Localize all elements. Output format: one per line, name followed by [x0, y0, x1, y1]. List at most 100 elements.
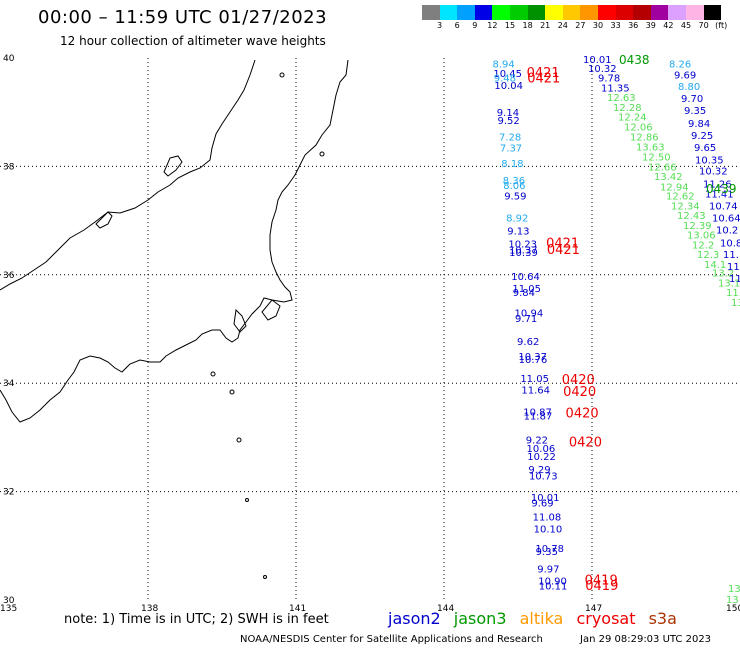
axis-tick-labels: 135 138 141 144 147 150 40 38 36 34 32 30 — [0, 54, 740, 614]
wave-height-label: 12.50 — [642, 153, 671, 164]
colorbar-swatch — [703, 5, 722, 20]
wave-height-label: 12.94 — [660, 182, 689, 193]
wave-height-label: 13 — [726, 595, 739, 606]
wave-height-label: 10.78 — [535, 544, 564, 555]
wave-height-colorbar — [422, 5, 722, 20]
wave-height-label: 9.62 — [517, 337, 539, 348]
wave-height-label: 10.74 — [709, 201, 738, 212]
wave-height-label: 11.87 — [524, 412, 553, 423]
legend-s3a: s3a — [648, 609, 677, 628]
wave-height-label: 10.06 — [527, 444, 556, 455]
colorbar-label: 27 — [575, 21, 586, 30]
small-island — [236, 437, 242, 443]
colorbar-label: 3 — [437, 21, 443, 30]
wave-height-label: 9.65 — [694, 143, 716, 154]
colorbar-swatch — [422, 5, 440, 20]
colorbar-label: 18 — [522, 21, 533, 30]
wave-height-label: 11. — [727, 262, 740, 273]
pass-time-label: 0421 — [527, 72, 560, 87]
wave-height-label: 9.70 — [681, 94, 703, 105]
wave-height-label: 10.73 — [529, 471, 558, 482]
legend-jason2: jason2 — [388, 609, 441, 628]
colorbar-swatch — [474, 5, 493, 20]
wave-height-label: 9.84 — [513, 288, 535, 299]
wave-height-label: 8.18 — [501, 159, 523, 170]
colorbar-label: 24 — [557, 21, 568, 30]
wave-height-label: 13. — [731, 298, 740, 309]
pass-time-label: 0419 — [585, 579, 618, 594]
wave-height-label: 10.45 — [493, 69, 522, 80]
wave-height-label: 10.04 — [494, 81, 523, 92]
lat-tick-label: 38 — [3, 162, 15, 172]
wave-height-label: 13.63 — [636, 142, 665, 153]
legend-jason3: jason3 — [453, 609, 507, 628]
wave-height-label: 12.2 — [692, 240, 714, 251]
small-island — [263, 575, 267, 579]
wave-height-label: 9.35 — [536, 547, 558, 558]
wave-height-label: 12.34 — [671, 201, 700, 212]
colorbar-label: 6 — [454, 21, 460, 30]
wave-height-label: 12.06 — [624, 122, 653, 133]
wave-height-label: 9.14 — [497, 108, 519, 119]
colorbar-swatch — [580, 5, 598, 20]
wave-height-label: 10.39 — [509, 248, 538, 259]
lon-tick-label: 150 — [726, 604, 740, 614]
colorbar-swatch — [633, 5, 651, 20]
colorbar-label: 39 — [645, 21, 656, 30]
pass-time-label: 0421 — [527, 66, 560, 81]
wave-height-label: 8.36 — [503, 176, 525, 187]
colorbar-label: 42 — [663, 21, 674, 30]
wave-height-label: 10.10 — [534, 524, 563, 535]
wave-height-label: 11.05 — [520, 374, 549, 385]
wave-height-label: 10.37 — [509, 245, 538, 256]
pass-time-label: 0421 — [547, 243, 580, 258]
map-frame — [0, 58, 740, 600]
wave-height-label: 10.87 — [523, 407, 552, 418]
wave-height-label: 11. — [723, 250, 739, 261]
lon-tick-label: 141 — [289, 604, 306, 614]
wave-height-label: 9.97 — [537, 565, 559, 576]
pass-time-label: 0419 — [585, 573, 618, 588]
wave-height-label: 14.1 — [704, 260, 726, 271]
izu-peninsula — [233, 308, 247, 333]
wave-height-label: 11.41 — [705, 190, 734, 201]
boso-peninsula — [261, 299, 281, 321]
wave-height-label: 8.92 — [506, 213, 528, 224]
wave-height-label: 12.66 — [648, 162, 677, 173]
wave-height-label: 9.48 — [494, 74, 516, 85]
wave-height-label: 9.71 — [515, 314, 537, 325]
wave-height-label: 10.94 — [515, 309, 544, 320]
lat-tick-label: 36 — [3, 271, 15, 281]
wave-height-label: 12.62 — [666, 192, 695, 203]
colorbar-label: 45 — [680, 21, 692, 30]
lon-tick-label: 144 — [437, 604, 454, 614]
lat-tick-label: 34 — [3, 379, 15, 389]
wave-height-label: 10.11 — [539, 581, 568, 592]
pass-time-label: 0439 — [706, 182, 737, 196]
wave-height-label: 8.06 — [503, 181, 525, 192]
colorbar-label: 33 — [610, 21, 621, 30]
lat-tick-label: 32 — [3, 488, 14, 498]
wave-height-label: 9.13 — [507, 226, 529, 237]
footer-timestamp: Jan 29 08:29:03 UTC 2023 — [580, 634, 712, 645]
colorbar-swatch — [492, 5, 510, 20]
colorbar-swatch — [650, 5, 669, 20]
wave-height-label: 10.2 — [716, 225, 738, 236]
wave-height-label: 9.29 — [528, 465, 550, 476]
wave-height-label: 7.37 — [500, 143, 522, 154]
coastline-north — [0, 59, 256, 291]
footer: NOAA/NESDIS Center for Satellite Applica… — [240, 634, 711, 645]
wave-height-label: 12.24 — [618, 113, 647, 124]
colorbar-swatch — [545, 5, 563, 20]
wave-height-label: 10.35 — [695, 155, 724, 166]
wave-height-label: 13.06 — [687, 231, 716, 242]
wave-height-label: 9.59 — [504, 192, 526, 203]
wave-height-label: 10.32 — [588, 64, 617, 75]
island-sado — [163, 155, 183, 177]
wave-height-label: 10.37 — [518, 352, 547, 363]
colorbar-swatch — [685, 5, 704, 20]
small-island — [245, 498, 249, 502]
wave-height-label: 11.5 — [726, 288, 740, 299]
colorbar-label: (ft) — [715, 21, 728, 30]
